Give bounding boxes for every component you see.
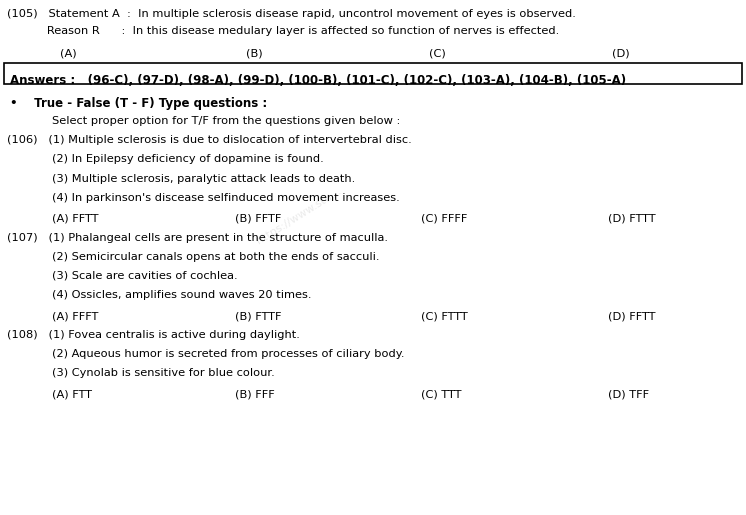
Text: (C) TTT: (C) TTT — [421, 389, 462, 399]
Text: (2) Aqueous humor is secreted from processes of ciliary body.: (2) Aqueous humor is secreted from proce… — [52, 349, 405, 359]
Text: (B): (B) — [246, 49, 263, 59]
Text: (D) FTTT: (D) FTTT — [608, 214, 656, 224]
Text: (D) TFF: (D) TFF — [608, 389, 649, 399]
Text: (2) Semicircular canals opens at both the ends of sacculi.: (2) Semicircular canals opens at both th… — [52, 252, 380, 262]
Text: (3) Cynolab is sensitive for blue colour.: (3) Cynolab is sensitive for blue colour… — [52, 368, 275, 378]
Text: Reason R      :  In this disease medulary layer is affected so function of nerve: Reason R : In this disease medulary laye… — [7, 26, 560, 36]
Text: (106)   (1) Multiple sclerosis is due to dislocation of intervertebral disc.: (106) (1) Multiple sclerosis is due to d… — [7, 135, 413, 145]
Text: (A) FFFT: (A) FFFT — [52, 311, 98, 321]
Text: •    True - False (T - F) Type questions :: • True - False (T - F) Type questions : — [10, 97, 267, 110]
Text: (3) Multiple sclerosis, paralytic attack leads to death.: (3) Multiple sclerosis, paralytic attack… — [52, 174, 356, 183]
Text: (B) FFTF: (B) FFTF — [235, 214, 281, 224]
Text: (C) FTTT: (C) FTTT — [421, 311, 468, 321]
Text: https://www.stu...: https://www.stu... — [254, 186, 342, 247]
Text: (108)   (1) Fovea centralis is active during daylight.: (108) (1) Fovea centralis is active duri… — [7, 330, 301, 340]
Text: (107)   (1) Phalangeal cells are present in the structure of maculla.: (107) (1) Phalangeal cells are present i… — [7, 233, 389, 243]
Text: (2) In Epilepsy deficiency of dopamine is found.: (2) In Epilepsy deficiency of dopamine i… — [52, 154, 324, 164]
Text: (4) Ossicles, amplifies sound waves 20 times.: (4) Ossicles, amplifies sound waves 20 t… — [52, 290, 312, 300]
Text: (D): (D) — [612, 49, 630, 59]
Bar — [4, 63, 742, 84]
Text: (4) In parkinson's discease selfinduced movement increases.: (4) In parkinson's discease selfinduced … — [52, 193, 400, 202]
Text: (A) FTT: (A) FTT — [52, 389, 93, 399]
Text: (D) FFTT: (D) FFTT — [608, 311, 656, 321]
Text: (A): (A) — [60, 49, 76, 59]
Text: Select proper option for T/F from the questions given below :: Select proper option for T/F from the qu… — [52, 116, 401, 126]
Text: (B) FFF: (B) FFF — [235, 389, 275, 399]
Text: (C): (C) — [429, 49, 445, 59]
Text: (105)   Statement A  :  In multiple sclerosis disease rapid, uncontrol movement : (105) Statement A : In multiple sclerosi… — [7, 9, 577, 19]
Text: (3) Scale are cavities of cochlea.: (3) Scale are cavities of cochlea. — [52, 271, 238, 281]
Text: (A) FFTT: (A) FFTT — [52, 214, 98, 224]
Text: (B) FTTF: (B) FTTF — [235, 311, 281, 321]
Text: Answers :   (96-C), (97-D), (98-A), (99-D), (100-B), (101-C), (102-C), (103-A), : Answers : (96-C), (97-D), (98-A), (99-D)… — [10, 74, 626, 87]
Text: (C) FFFF: (C) FFFF — [421, 214, 468, 224]
